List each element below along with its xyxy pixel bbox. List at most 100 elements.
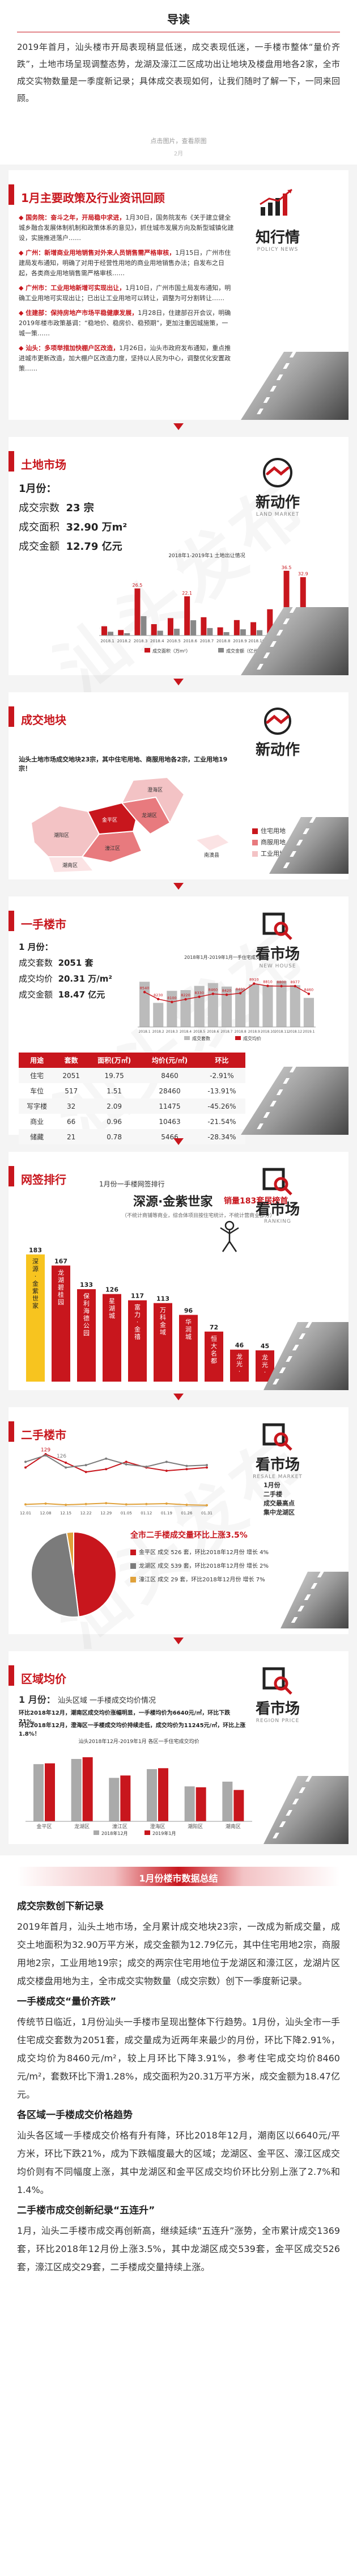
- chart-bar: [154, 1303, 172, 1382]
- recap-banner: 1月份楼市数据总结: [17, 1867, 340, 1886]
- tick-label: 潮阳区: [188, 1823, 203, 1830]
- bar-label-char: 利: [83, 1300, 90, 1307]
- tick-label: 2018.7: [200, 639, 214, 643]
- chart-bar: [118, 630, 124, 635]
- handshake-icon: [230, 706, 326, 738]
- legend-item: 濠江区 成交 29 套，环比2018年12月份 增长 7%: [130, 1573, 283, 1587]
- month-text: 汕头区域 一手楼成交均价情况: [57, 1697, 156, 1705]
- data-label: 8490: [236, 987, 245, 991]
- legend-swatch: [235, 1036, 241, 1040]
- tick-label: 2018.8: [216, 639, 231, 643]
- policy-text: 1月30日，国务院发布《关于建立健全城乡融合发展体制机制和政策体系的意见》，抓住…: [19, 214, 234, 242]
- data-label: 117: [131, 1293, 144, 1300]
- tick-label: 01.05: [121, 1511, 132, 1516]
- chart-bar: [179, 1315, 198, 1382]
- chart-bar: [235, 988, 246, 1027]
- bar-label-char: 紫: [32, 1287, 39, 1295]
- chart-bar: [158, 1768, 168, 1821]
- column-header: 均价(元/㎡): [141, 1053, 198, 1068]
- brand-block: 新动作 LAND MARKET: [230, 457, 326, 517]
- tick-label: 01.19: [161, 1511, 172, 1516]
- data-label: 133: [80, 1281, 93, 1289]
- tick-label: 12.01: [20, 1511, 31, 1516]
- recap-section: 1月份楼市数据总结 成交宗数创下新记录 2019年首月，汕头土地市场，全月累计成…: [0, 1855, 357, 2576]
- data-label: 8220: [181, 993, 190, 997]
- stat-label: 成交金额: [19, 541, 60, 553]
- month-label: 1月份：: [19, 483, 57, 495]
- table-cell: 5466: [141, 1129, 198, 1144]
- chart-bar: [184, 1786, 195, 1821]
- tick-label: 12.15: [60, 1511, 71, 1516]
- tick-label: 2018.6: [207, 1030, 219, 1034]
- tick-label: 2018.1: [100, 639, 114, 643]
- recap-body: 成交宗数创下新记录 2019年首月，汕头土地市场，全月累计成交地块23宗，一改成…: [17, 1895, 340, 2276]
- chart-bar: [141, 616, 147, 635]
- table-cell: 车位: [30, 1087, 44, 1095]
- chart-point: [145, 1466, 148, 1468]
- bullet-icon: ◆: [19, 214, 26, 221]
- legend-swatch: [252, 840, 258, 845]
- brand-block: 看市场 RESALE MARKET: [230, 1421, 326, 1480]
- bar-label-char: 星: [109, 1298, 115, 1305]
- series-line: [25, 1453, 207, 1473]
- source-line[interactable]: 点击图片，查看原图: [150, 137, 207, 145]
- column-header: 环比: [198, 1053, 245, 1068]
- brand-name: 新动作: [255, 742, 300, 759]
- table-cell: 19.75: [87, 1068, 142, 1083]
- bar-label-char: 都: [211, 1357, 217, 1365]
- legend-label: 工业用地: [261, 850, 286, 857]
- chart-bar: [52, 1265, 70, 1382]
- chart-bar: [290, 985, 300, 1027]
- stick-figure-icon: [220, 1220, 239, 1252]
- intro-card: 导读 2019年首月，汕头楼市开局表现稍显低迷，成交表现低迷，一手楼市整体“量价…: [0, 0, 357, 165]
- chart-bar: [250, 622, 257, 635]
- bar-label-char: 桂: [58, 1290, 64, 1298]
- legend-swatch: [144, 1830, 150, 1835]
- table-row: 车位 517 1.51 28460 -13.91%: [19, 1083, 245, 1098]
- tick-label: 01.26: [181, 1511, 193, 1516]
- legend-label: 2019年1月: [152, 1830, 176, 1836]
- tick-label: 潮南区: [226, 1823, 241, 1830]
- bar-label-char: 园: [83, 1329, 90, 1337]
- chart-bar: [223, 632, 230, 635]
- brand-name: 看市场: [255, 1701, 300, 1718]
- bar-label-char: 华: [185, 1318, 192, 1325]
- region-price-card: 区域均价 看市场 REGION PRICE 1 月份： 汕头区域 一手楼成交均价…: [8, 1651, 348, 1844]
- resale-card: 汕头发布 二手楼市 看市场 RESALE MARKET 12912612.011…: [8, 1407, 348, 1634]
- tick-label: 2018.1: [139, 1030, 151, 1034]
- bar-label-char: 深: [32, 1258, 39, 1265]
- tick-label: 2018.10: [248, 639, 265, 643]
- stat-label: 成交金额: [19, 990, 53, 1000]
- arrow-down-icon: [173, 1394, 184, 1400]
- land-stats: 1月份： 成交宗数 23 宗 成交面积 32.90 万m² 成交金额 12.79…: [19, 479, 143, 557]
- legend-item: 工业用地: [252, 848, 286, 860]
- arrow-down-icon: [173, 679, 184, 685]
- land-map-card: 成交地块 新动作 汕头土地市场成交地块23宗，其中住宅用地、商服用地各2宗，工业…: [8, 692, 348, 879]
- region-nanao: [194, 833, 231, 852]
- data-label: 8910: [249, 978, 259, 982]
- bar-label-char: 源: [32, 1265, 39, 1273]
- stat-value: 32.90 万m²: [66, 521, 128, 533]
- section-title: 二手楼市: [21, 1428, 66, 1442]
- month-label: 1 月份：: [19, 1694, 56, 1705]
- tick-label: 01.12: [141, 1511, 152, 1516]
- stat-label: 成交面积: [19, 521, 60, 533]
- table-cell: 0.96: [107, 1117, 122, 1126]
- tick-label: 2018.9: [233, 639, 247, 643]
- tick-label: 2018.3: [166, 1030, 178, 1034]
- data-label: 22.1: [182, 591, 192, 596]
- bar-label-char: 金: [134, 1325, 141, 1333]
- stat-row: 成交金额 18.47 亿元: [19, 987, 143, 1003]
- legend-swatch: [184, 1036, 190, 1040]
- bar-label-char: ·: [137, 1319, 139, 1326]
- chart-point: [185, 1504, 188, 1506]
- ranking-chart: 183深源·金紫世家167龙湖碧桂园133保利海德公园126星湖城117富力·金…: [26, 1247, 325, 1382]
- legend-label: 成交均价: [243, 1036, 261, 1041]
- chart-bar: [134, 588, 141, 635]
- region-month-line: 1 月份： 汕头区域 一手楼成交均价情况: [19, 1692, 156, 1706]
- stat-row: 成交宗数 23 宗: [19, 499, 143, 518]
- bar-label-char: 大: [211, 1342, 217, 1350]
- ranking-section: 网签排行 1月份一手楼网签排行 深源·金紫世家 销量183套居榜首 （不统计商铺…: [0, 1152, 357, 1400]
- policy-lead: 广州：新增商业用地销售对外来人员销售需严格审核，: [26, 249, 176, 256]
- tick-label: 2018.12: [288, 1030, 302, 1034]
